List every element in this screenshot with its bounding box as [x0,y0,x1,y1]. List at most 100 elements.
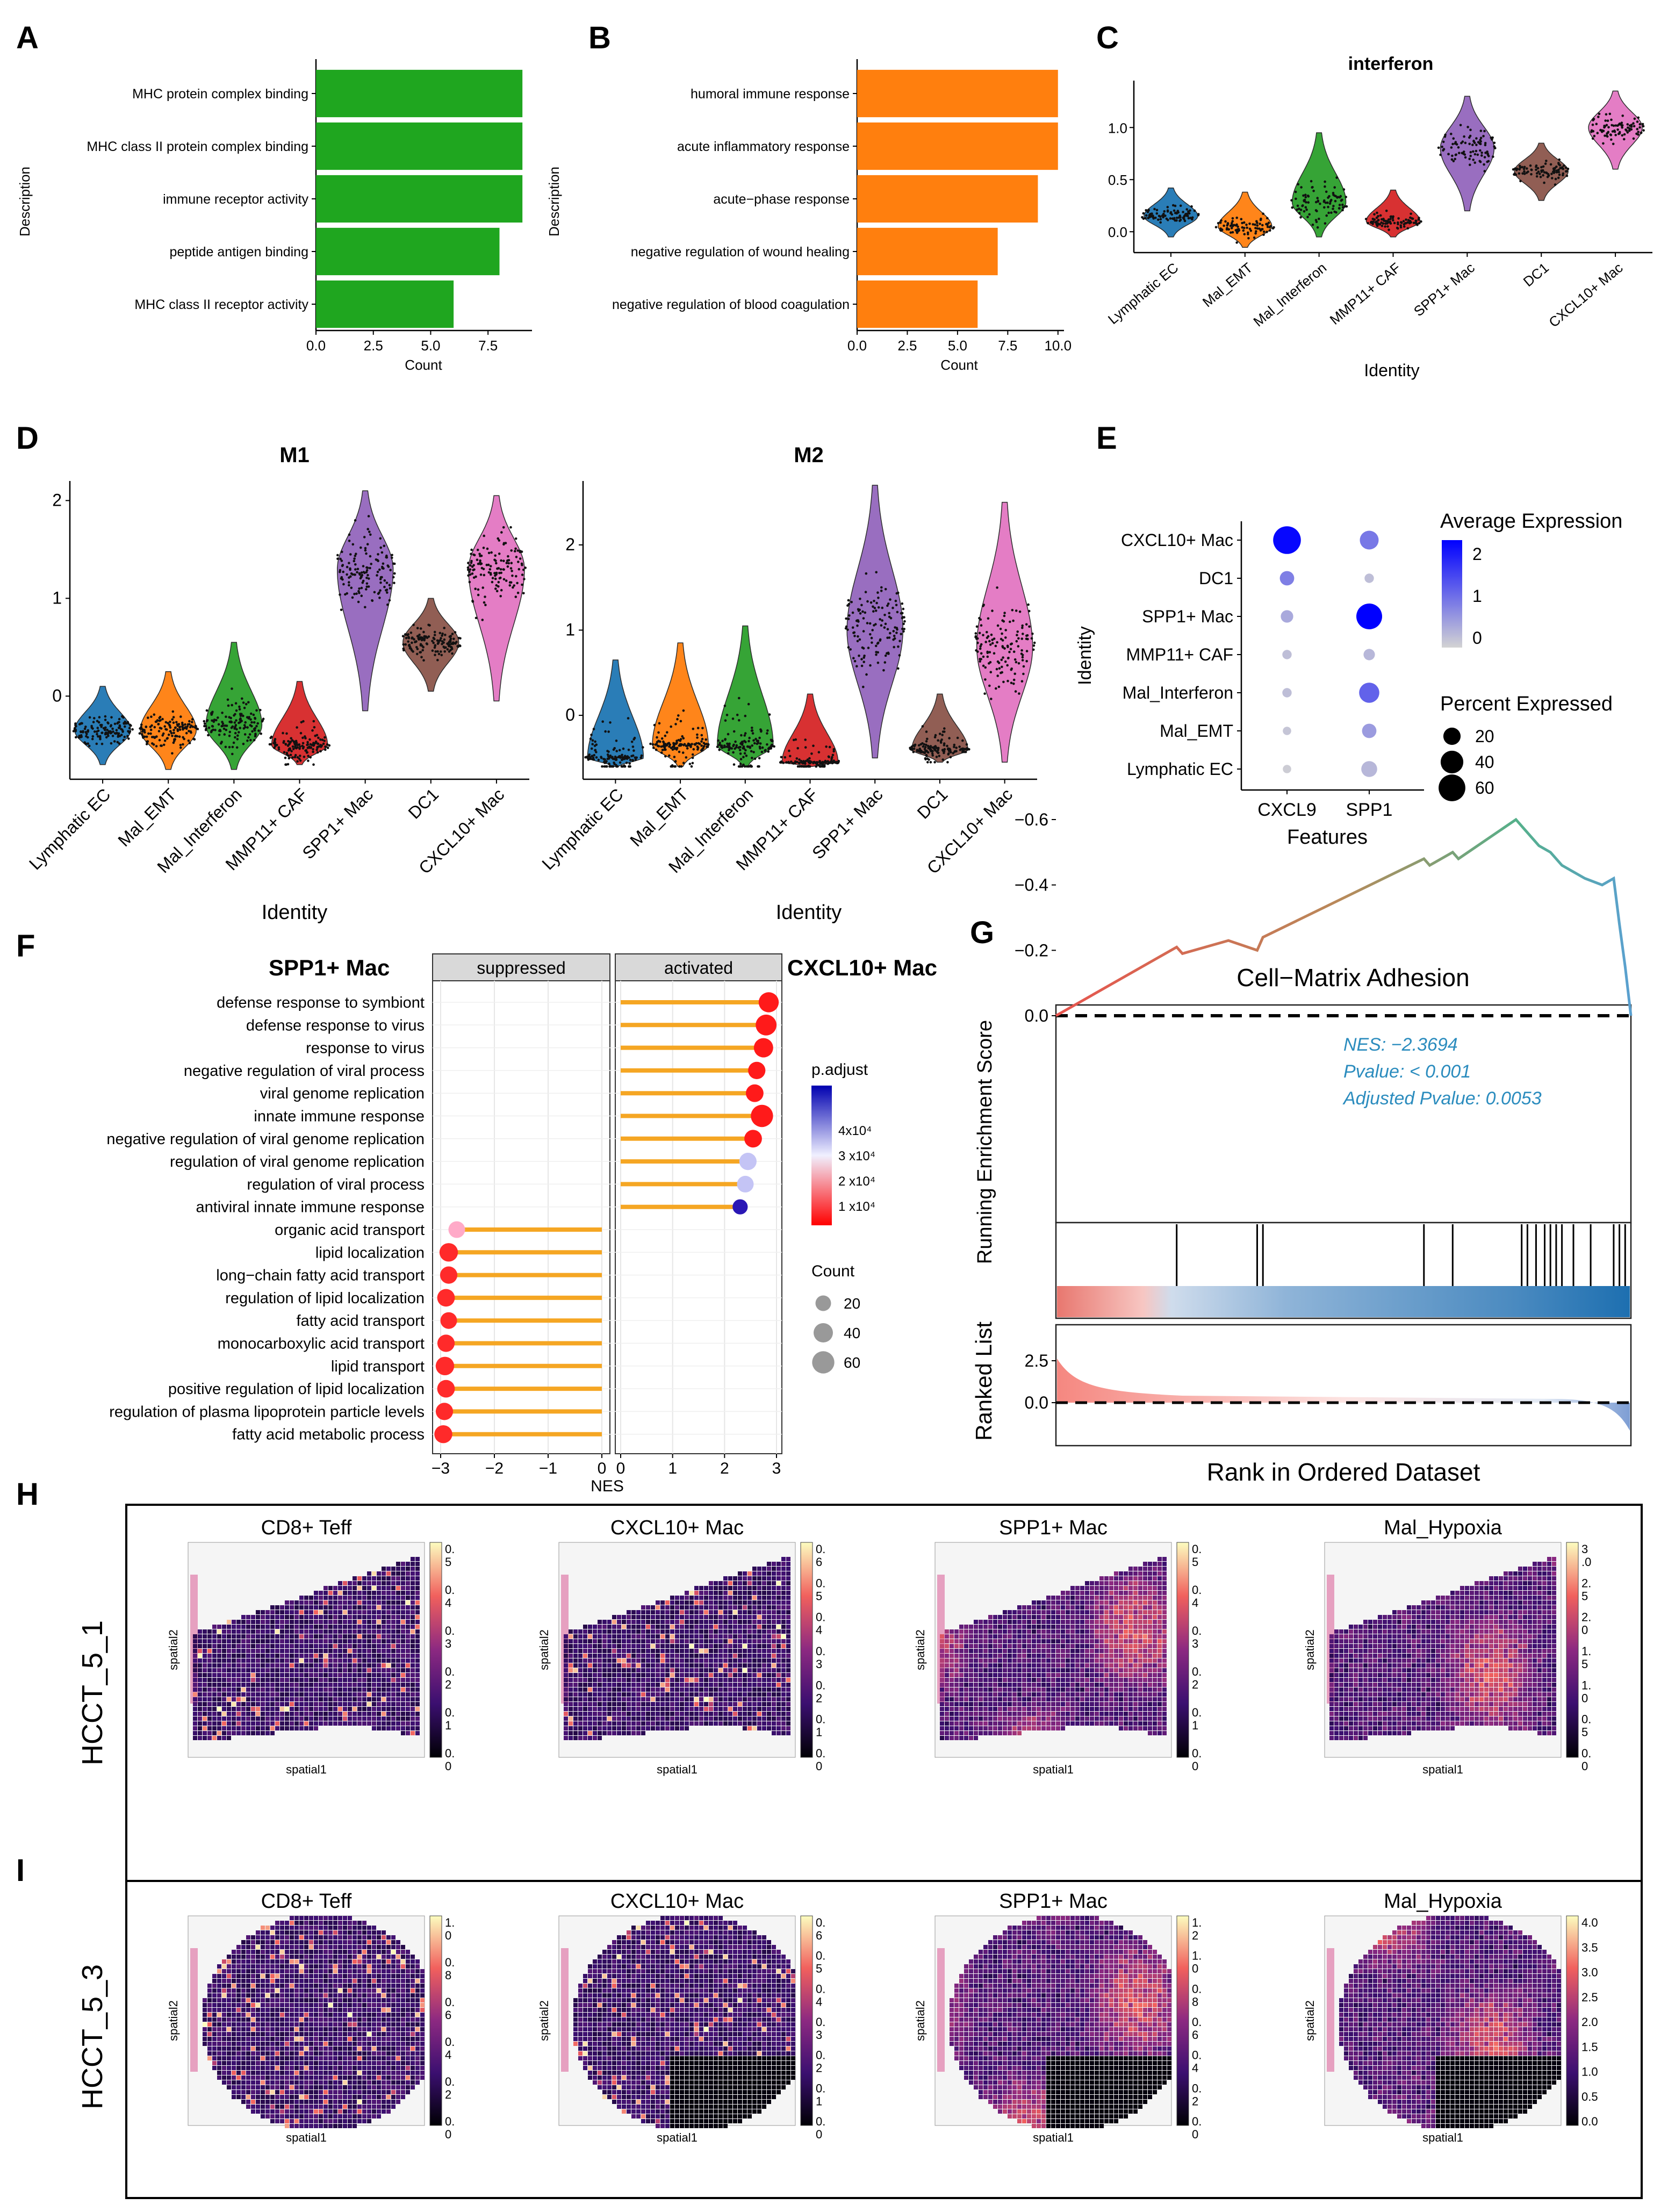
colorbar-tick: 0. [445,1747,455,1760]
jitter-point [425,642,428,645]
spot [386,1586,391,1590]
jitter-point [931,750,934,753]
spot [362,1707,366,1711]
jitter-point [163,739,167,742]
jitter-point [356,571,358,574]
spot [382,1707,386,1711]
spot [757,1576,761,1581]
spot [285,1712,289,1716]
spot [714,1586,718,1590]
spot [612,1625,616,1629]
jitter-point [290,737,292,740]
jitter-point [157,730,161,732]
jitter-point [747,702,750,706]
spot [415,1692,420,1697]
jitter-point [1418,217,1420,219]
jitter-point [159,719,162,722]
jitter-point [1147,209,1150,212]
category-label: MHC class II receptor activity [134,297,308,312]
spot [275,1634,279,1639]
jitter-point [150,715,153,718]
dot-0-0 [1273,526,1301,554]
spot [203,1668,207,1672]
jitter-point [499,576,502,579]
spot [631,1639,636,1643]
jitter-point [511,570,513,572]
spot [261,1629,265,1634]
spot [391,1567,396,1571]
jitter-point [923,743,926,746]
spot [612,1634,616,1639]
jitter-point [853,635,856,637]
spot [304,1639,308,1643]
jitter-point [964,750,967,753]
spot [323,1712,328,1716]
spot [391,1702,396,1706]
spot [699,1596,703,1600]
size-legend-label: 60 [1475,778,1494,798]
spot [217,1687,221,1692]
spot [217,1625,221,1629]
jitter-point [519,557,522,560]
jitter-point [982,634,984,637]
jitter-point [986,651,989,654]
jitter-point [1015,609,1018,612]
jitter-point [222,727,226,730]
jitter-point [238,731,240,734]
spot [704,1615,708,1619]
spot [348,1625,352,1629]
spot [617,1615,621,1619]
x-tick-label: DC1 [404,785,442,823]
spot [270,1629,275,1634]
jitter-point [1606,119,1609,122]
spot [415,1702,420,1706]
spot [382,1668,386,1672]
spot [651,1639,655,1643]
spot [670,1644,674,1648]
spot [728,1625,732,1629]
spot [323,1629,328,1634]
spot [602,1629,607,1634]
x-tick-label: 5.0 [948,337,967,354]
spot [772,1571,776,1576]
spot [348,1721,352,1726]
spot [411,1678,415,1682]
jitter-point [750,765,752,768]
spot [294,1605,299,1610]
spot [256,1654,260,1658]
jitter-point [860,604,863,607]
jitter-point [242,743,245,745]
spot [280,1620,284,1624]
jitter-point [995,687,997,690]
spot [343,1586,347,1590]
spot [338,1615,342,1619]
jitter-point [894,626,896,629]
spot [786,1576,790,1581]
jitter-point [182,728,184,731]
jitter-point [1001,671,1003,674]
spot [762,1567,766,1571]
jitter-point [1268,226,1271,229]
jitter-point [365,585,369,588]
jitter-point [154,720,157,723]
spot [246,1615,250,1619]
spot [607,1654,612,1658]
spot [377,1586,381,1590]
spot [353,1629,357,1634]
jitter-point [725,714,729,716]
jitter-point [1021,659,1024,662]
spot [767,1581,771,1585]
spot [285,1683,289,1687]
spot [348,1717,352,1721]
jitter-point [728,743,731,745]
spot [343,1678,347,1682]
spot [670,1639,674,1643]
spot [285,1654,289,1658]
jitter-point [588,753,591,756]
jitter-point [169,720,171,723]
spot [396,1644,400,1648]
jitter-point [105,736,108,739]
jitter-point [623,765,627,768]
spot [207,1683,212,1687]
